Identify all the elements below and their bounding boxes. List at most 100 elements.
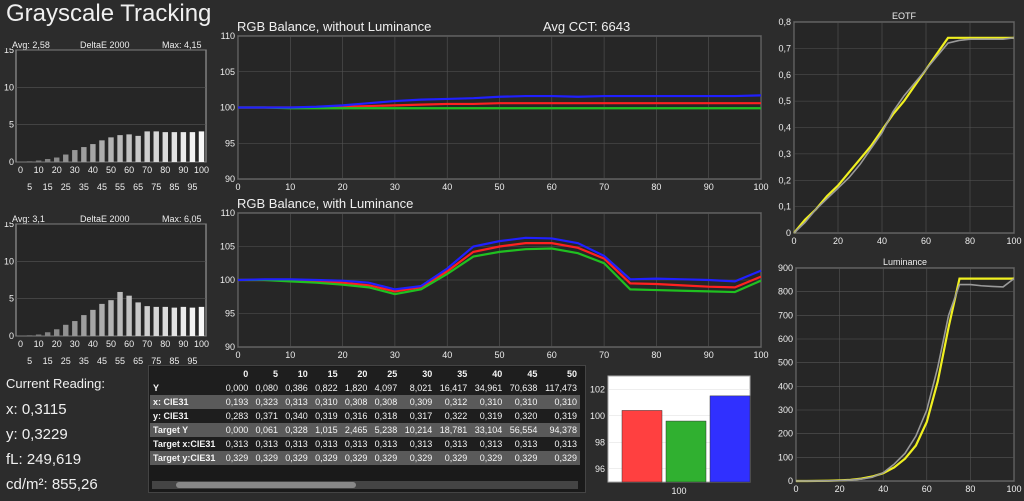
x-tick-label: 65 [133,182,143,192]
x-tick-label: 80 [965,236,975,246]
y-tick-label: 100 [220,275,235,285]
series-line-0 [793,36,1014,234]
bar-40 [90,309,96,336]
table-header-cell: 15 [310,367,341,381]
table-cell: 0,329 [315,453,338,463]
deltae-top-avg: Avg: 2,58 [12,40,50,50]
y-tick-label: 95 [225,138,235,148]
series-line-2 [238,94,762,109]
deltae-top-max: Max: 4,15 [162,40,202,50]
table-cell: 8,021 [409,383,433,393]
row-label: y: CIE31 [153,411,189,421]
table-cell: 0,329 [479,453,503,463]
x-tick-label: 65 [133,356,143,366]
table-cell: 5,238 [374,425,398,435]
table-cell: 0,329 [374,453,398,463]
x-tick-label: 80 [160,165,170,175]
series-line-1 [238,106,761,110]
table-cell: 0,000 [225,383,249,393]
x-tick-label: 20 [835,484,845,494]
y-tick-label: 0 [9,331,14,341]
table-header-cell: 45 [505,367,541,381]
y-tick-label: 105 [220,242,235,252]
bar-30 [72,150,78,162]
x-tick-label: 40 [88,165,98,175]
rgb-top-cct: Avg CCT: 6643 [543,19,631,34]
table-row: x: CIE31 0,193 0,323 0,313 0,310 0,308 0,308 0,… [150,395,580,409]
chart-title: Luminance [883,257,927,267]
table-header-cell: 35 [435,367,471,381]
table-cell: 10,214 [404,425,433,435]
y-tick-label: 900 [778,263,793,273]
bar-85 [171,132,178,162]
x-tick-label: 60 [124,339,134,349]
table-cell: 0,308 [344,397,368,407]
x-tick-label: 20 [52,165,62,175]
series-line-1 [795,278,1015,482]
table-header-cell: 5 [251,367,282,381]
bar-90 [180,306,187,336]
table-cell: 0,340 [285,411,308,421]
x-tick-label: 50 [494,350,504,360]
deltae-bottom-label: DeltaE 2000 [80,214,130,224]
table-cell: 0,313 [554,439,577,449]
x-tick-label: 15 [43,182,53,192]
y-tick-label: 102 [590,384,605,394]
table-cell: 0,822 [315,383,338,393]
x-tick-label: 80 [651,350,661,360]
x-tick-label: 0 [235,182,240,192]
table-cell: 0,193 [225,397,249,407]
y-tick-label: 800 [778,287,793,297]
bar-55 [117,135,123,162]
x-tick-label: 100 [753,182,768,192]
table-cell: 0,319 [479,411,503,421]
y-tick-label: 0,6 [778,70,791,80]
y-tick-label: 700 [778,310,793,320]
x-tick-label: 10 [285,182,295,192]
table-cell: 70,638 [509,383,538,393]
table-header-cell: 20 [340,367,371,381]
y-tick-label: 0,1 [778,202,791,212]
x-tick-label: 35 [79,182,89,192]
x-tick-label: 50 [106,165,116,175]
bar-B [709,395,751,483]
table-cell: 0,312 [444,397,468,407]
y-tick-label: 90 [225,342,235,352]
bar-10 [35,160,42,162]
y-tick-label: 110 [221,208,235,218]
table-cell: 0,319 [315,411,338,421]
table-cell: 0,313 [255,439,279,449]
bar-50 [108,300,114,336]
x-tick-label: 10 [34,165,44,175]
x-tick-label: 90 [178,339,188,349]
table-cell: 0,313 [374,439,398,449]
bar-85 [171,307,178,336]
table-scrollbar[interactable] [152,481,578,489]
y-tick-label: 200 [778,429,793,439]
y-tick-label: 500 [778,358,793,368]
bar-60 [126,134,132,162]
table-cell: 0,322 [444,411,468,421]
y-tick-label: 0,2 [778,175,791,185]
table-cell: 0,329 [285,453,308,463]
table-cell: 0,313 [409,439,433,449]
x-tick-label: 60 [124,165,134,175]
table-cell: 0,313 [315,439,338,449]
y-tick-label: 100 [778,452,793,462]
x-tick-label: 100 [194,165,209,175]
bar-50 [108,137,114,162]
x-tick-label: 35 [79,356,89,366]
row-label: Target x:CIE31 [153,439,216,449]
series-line-2 [237,236,762,291]
x-tick-label: 45 [97,182,107,192]
x-tick-label: 80 [965,484,975,494]
bar-35 [81,147,87,162]
table-scroll-thumb[interactable] [176,482,356,488]
table-cell: 0,329 [444,453,468,463]
x-tick-label: 0 [18,339,23,349]
bar-20 [54,157,60,162]
x-tick-label: 40 [878,484,888,494]
bar-70 [144,306,150,336]
chart-title: EOTF [892,11,917,21]
